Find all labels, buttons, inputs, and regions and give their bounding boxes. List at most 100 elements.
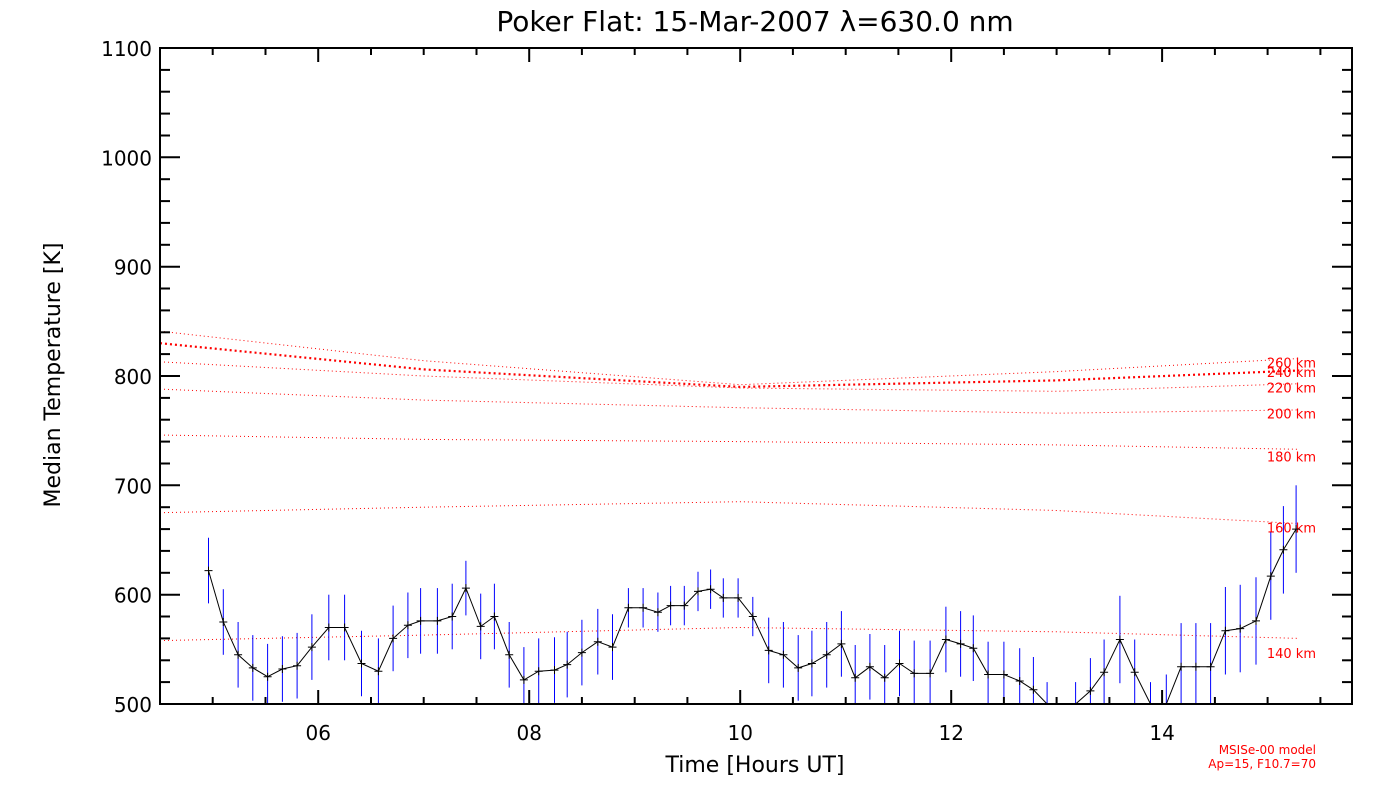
data-point	[1292, 525, 1301, 534]
measured-series	[204, 485, 1301, 705]
data-point	[822, 650, 831, 659]
data-point	[1236, 624, 1245, 633]
data-point	[1029, 685, 1038, 694]
model-label-160km: 160 km	[1267, 521, 1316, 536]
data-point	[984, 670, 993, 679]
y-tick-label-800: 800	[114, 365, 152, 389]
data-point	[324, 623, 333, 632]
data-point	[519, 675, 528, 684]
data-point	[719, 593, 728, 602]
data-point	[794, 663, 803, 672]
data-point	[219, 618, 228, 626]
model-label-180km: 180 km	[1267, 450, 1316, 465]
model-note-line-1: MSISe-00 model	[1219, 743, 1316, 757]
data-point	[340, 623, 349, 632]
tick-labels: 06 08 10 12 14 500 600 700 800 900 1000 1100	[101, 37, 1175, 745]
data-point	[1015, 677, 1024, 685]
data-point	[1252, 616, 1260, 625]
x-tick-label-08: 08	[516, 721, 541, 745]
data-point	[505, 650, 514, 659]
x-tick-label-14: 14	[1149, 721, 1174, 745]
data-point	[1100, 668, 1109, 677]
data-point	[1130, 668, 1139, 677]
data-point	[807, 659, 816, 668]
x-tick-label-10: 10	[727, 721, 752, 745]
model-label-240km: 240 km	[1267, 366, 1316, 381]
data-point	[999, 670, 1008, 679]
data-point	[1221, 626, 1230, 635]
data-point	[895, 659, 904, 668]
data-point	[910, 669, 919, 678]
data-point	[1115, 635, 1124, 644]
data-point	[1206, 662, 1215, 671]
data-point	[1279, 545, 1288, 554]
data-point	[734, 593, 743, 602]
model-curve-240km	[159, 342, 1300, 389]
data-point	[653, 608, 662, 617]
data-point	[550, 666, 559, 675]
data-point	[694, 587, 702, 596]
data-point	[293, 661, 302, 670]
data-point	[278, 665, 287, 673]
data-point	[307, 643, 316, 652]
data-point	[1177, 662, 1186, 671]
y-tick-label-600: 600	[114, 584, 152, 608]
x-tick-label-12: 12	[938, 721, 963, 745]
data-point	[534, 667, 543, 676]
data-point	[389, 634, 398, 643]
data-point	[563, 660, 572, 669]
data-point	[1266, 572, 1275, 581]
data-point	[941, 635, 950, 644]
data-point	[764, 646, 773, 655]
data-point	[624, 603, 633, 612]
data-point	[433, 616, 442, 625]
data-point	[706, 585, 715, 594]
model-curve-160km	[159, 501, 1300, 525]
model-curve-140km	[159, 626, 1300, 642]
data-point	[357, 659, 366, 668]
axes	[159, 47, 1353, 705]
data-point	[577, 648, 586, 657]
chart-title: Poker Flat: 15-Mar-2007 λ=630.0 nm	[496, 5, 1013, 38]
model-label-140km: 140 km	[1267, 647, 1316, 662]
data-point	[248, 663, 257, 672]
data-point	[374, 667, 383, 676]
model-curve-200km	[159, 388, 1300, 414]
y-tick-label-700: 700	[114, 474, 152, 498]
data-point	[448, 612, 457, 621]
x-axis-label: Time [Hours UT]	[665, 753, 845, 778]
data-point	[1086, 686, 1095, 695]
data-point	[639, 603, 648, 612]
y-tick-label-1100: 1100	[101, 37, 152, 61]
model-curve-180km	[159, 434, 1300, 450]
model-label-200km: 200 km	[1267, 408, 1316, 423]
model-label-260km: 260 km	[1267, 356, 1316, 371]
data-point	[880, 673, 889, 682]
data-point	[403, 621, 412, 630]
model-curve-260km	[159, 330, 1300, 386]
x-tick-label-06: 06	[305, 721, 330, 745]
data-point	[476, 622, 485, 631]
data-point	[748, 612, 757, 621]
data-point	[416, 616, 425, 625]
data-point	[666, 601, 675, 610]
data-point	[490, 612, 499, 621]
data-point	[956, 639, 965, 648]
data-point	[593, 637, 602, 646]
data-point	[926, 669, 935, 678]
data-point	[969, 644, 978, 653]
data-point	[608, 643, 617, 652]
data-point	[779, 650, 788, 659]
y-axis-label: Median Temperature [K]	[41, 243, 66, 508]
model-note-line-2: Ap=15, F10.7=70	[1208, 757, 1316, 771]
data-point	[1191, 662, 1200, 671]
data-point	[204, 566, 213, 575]
y-tick-label-900: 900	[114, 256, 152, 280]
data-point	[865, 662, 874, 671]
data-point	[461, 584, 470, 593]
data-point	[263, 672, 272, 681]
data-point	[851, 673, 860, 682]
